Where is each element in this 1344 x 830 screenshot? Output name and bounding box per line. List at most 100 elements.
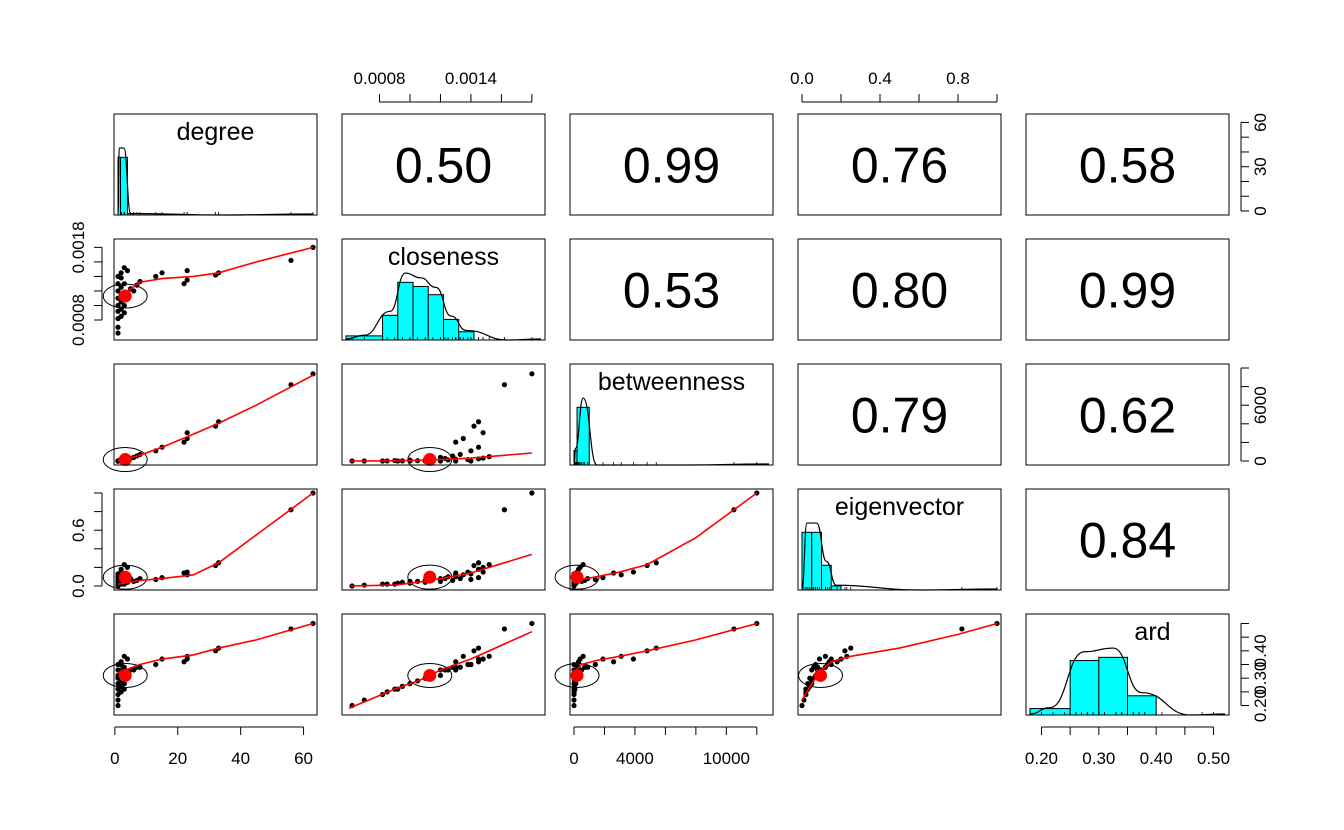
panel-frame-ard-degree bbox=[113, 613, 318, 716]
scatter-point-ard-eigenvector-5 bbox=[822, 653, 829, 659]
panel-frame-betweenness-degree bbox=[113, 363, 318, 466]
confidence-ellipse-ard-eigenvector bbox=[798, 662, 844, 688]
scatter-point-closeness-degree-16 bbox=[121, 281, 127, 287]
scatter-point-closeness-degree-30 bbox=[115, 302, 121, 309]
scatter-point-closeness-degree-26 bbox=[115, 273, 121, 280]
variable-label-betweenness: betweenness bbox=[598, 368, 745, 396]
scatter-point-closeness-degree-7 bbox=[159, 270, 165, 276]
histogram-bar-betweenness-1 bbox=[576, 406, 590, 466]
scatter-point-ard-closeness-2 bbox=[475, 645, 482, 651]
scatter-point-closeness-degree-32 bbox=[115, 315, 121, 322]
panel-frame-closeness-eigenvector bbox=[797, 238, 1002, 341]
axis-tick-label-betweenness-2: 4000 bbox=[616, 749, 654, 768]
scatter-point-ard-degree-26 bbox=[115, 661, 121, 668]
axis-tick-label-right-degree-3: 30 bbox=[1251, 157, 1270, 176]
scatter-point-ard-closeness-9 bbox=[457, 664, 463, 670]
histogram-bar-ard-3 bbox=[1127, 695, 1157, 716]
mean-point-ard-betweenness bbox=[570, 668, 584, 682]
scatter-point-closeness-degree-34 bbox=[115, 330, 121, 336]
scatter-point-ard-betweenness-6 bbox=[611, 659, 617, 665]
scatter-point-eigenvector-degree-6 bbox=[181, 570, 187, 576]
axis-tick-label-left-closeness-0: 0.0008 bbox=[69, 294, 88, 346]
scatter-point-closeness-degree-17 bbox=[121, 302, 127, 309]
scatter-point-eigenvector-betweenness-8 bbox=[592, 576, 598, 583]
axis-tick-label-right-degree-0: 0 bbox=[1251, 206, 1270, 215]
scatter-point-closeness-degree-18 bbox=[121, 310, 127, 316]
trend-line-betweenness-degree bbox=[117, 374, 314, 462]
panel-frame-closeness-closeness bbox=[341, 238, 546, 341]
scatter-point-eigenvector-betweenness-15 bbox=[580, 562, 586, 568]
scatter-point-ard-closeness-6 bbox=[453, 659, 459, 665]
scatter-point-closeness-degree-28 bbox=[115, 288, 121, 294]
scatter-point-betweenness-closeness-27 bbox=[453, 458, 459, 464]
scatter-point-closeness-degree-4 bbox=[184, 268, 190, 274]
mean-point-closeness-degree bbox=[118, 289, 132, 303]
panel-frame-eigenvector-eigenvector bbox=[797, 488, 1002, 591]
panel-frame-eigenvector-degree bbox=[113, 488, 318, 591]
scatter-point-ard-closeness-21 bbox=[445, 667, 451, 673]
scatter-point-ard-degree-6 bbox=[181, 659, 187, 665]
axis-tick-label-degree-1: 20 bbox=[168, 749, 187, 768]
panel-frame-ard-closeness bbox=[341, 613, 546, 716]
axis-tick-label-betweenness-5: 10000 bbox=[703, 749, 750, 768]
confidence-ellipse-eigenvector-betweenness bbox=[554, 564, 600, 590]
trend-line-ard-closeness bbox=[348, 630, 533, 710]
axis-tick-label-right-ard-0: 0.20 bbox=[1251, 689, 1270, 722]
histogram-bar-closeness-2 bbox=[397, 281, 414, 341]
panel-frame-degree-eigenvector bbox=[797, 113, 1002, 216]
scatter-point-eigenvector-closeness-3 bbox=[471, 562, 477, 569]
panel-frame-degree-degree bbox=[113, 113, 318, 216]
scatter-point-ard-closeness-3 bbox=[471, 648, 477, 654]
correlation-value-degree-betweenness: 0.99 bbox=[623, 138, 720, 194]
scatter-point-ard-closeness-28 bbox=[437, 672, 444, 679]
scatter-point-ard-closeness-1 bbox=[501, 626, 508, 632]
scatter-point-betweenness-closeness-5 bbox=[460, 435, 466, 442]
scatter-point-betweenness-closeness-9 bbox=[457, 451, 463, 458]
axis-tick-label-right-betweenness-3: 6000 bbox=[1251, 386, 1270, 424]
density-curve-betweenness bbox=[573, 397, 770, 466]
scatter-point-eigenvector-betweenness-2 bbox=[653, 560, 659, 566]
mean-point-ard-degree bbox=[118, 668, 132, 682]
scatter-point-closeness-degree-27 bbox=[115, 281, 121, 287]
axis-tick-label-degree-0: 0 bbox=[110, 749, 119, 768]
trend-line-ard-betweenness bbox=[573, 622, 758, 674]
histogram-bar-eigenvector-1 bbox=[811, 531, 822, 591]
histogram-bar-closeness-6 bbox=[458, 331, 475, 341]
scatter-point-ard-degree-31 bbox=[115, 686, 121, 692]
scatter-point-ard-betweenness-15 bbox=[580, 653, 586, 659]
scatter-point-betweenness-closeness-11 bbox=[437, 454, 444, 460]
scatter-point-ard-betweenness-34 bbox=[571, 702, 577, 709]
mean-point-ard-eigenvector bbox=[814, 668, 828, 682]
correlation-value-betweenness-eigenvector: 0.79 bbox=[851, 388, 948, 444]
trend-line-eigenvector-degree bbox=[117, 492, 314, 585]
scatter-point-betweenness-closeness-10 bbox=[450, 453, 456, 459]
panel-frame-closeness-ard bbox=[1025, 238, 1230, 341]
scatter-point-eigenvector-closeness-1 bbox=[501, 507, 508, 513]
scatter-point-eigenvector-closeness-2 bbox=[475, 560, 482, 566]
scatter-point-betweenness-closeness-6 bbox=[453, 439, 459, 445]
scatter-point-closeness-degree-5 bbox=[184, 277, 190, 283]
scatter-point-ard-degree-15 bbox=[121, 653, 127, 659]
panel-frame-betweenness-eigenvector bbox=[797, 363, 1002, 466]
panel-frame-ard-eigenvector bbox=[797, 613, 1002, 716]
scatter-point-ard-eigenvector-3 bbox=[842, 648, 848, 654]
correlation-value-closeness-ard: 0.99 bbox=[1079, 263, 1176, 319]
scatter-point-ard-eigenvector-2 bbox=[848, 645, 854, 651]
axis-tick-label-right-ard-4: 0.40 bbox=[1251, 634, 1270, 667]
scatter-point-betweenness-closeness-0 bbox=[529, 371, 535, 377]
scatter-point-eigenvector-closeness-10 bbox=[450, 577, 456, 584]
scatter-point-ard-degree-32 bbox=[115, 691, 121, 698]
scatter-point-ard-betweenness-4 bbox=[630, 656, 637, 662]
scatter-point-ard-degree-27 bbox=[115, 667, 121, 673]
confidence-ellipse-ard-closeness bbox=[407, 662, 453, 688]
panel-frame-eigenvector-ard bbox=[1025, 488, 1230, 591]
scatter-point-ard-eigenvector-11 bbox=[809, 667, 815, 673]
histogram-bar-closeness-4 bbox=[427, 294, 444, 341]
scatter-point-eigenvector-closeness-0 bbox=[529, 490, 535, 496]
axis-tick-label-ard-6: 0.50 bbox=[1197, 749, 1230, 768]
variable-label-closeness: closeness bbox=[388, 243, 499, 271]
trend-line-ard-degree bbox=[117, 622, 314, 674]
axis-tick-label-closeness-0: 0.0008 bbox=[354, 69, 406, 88]
scatter-point-betweenness-degree-6 bbox=[181, 439, 187, 445]
